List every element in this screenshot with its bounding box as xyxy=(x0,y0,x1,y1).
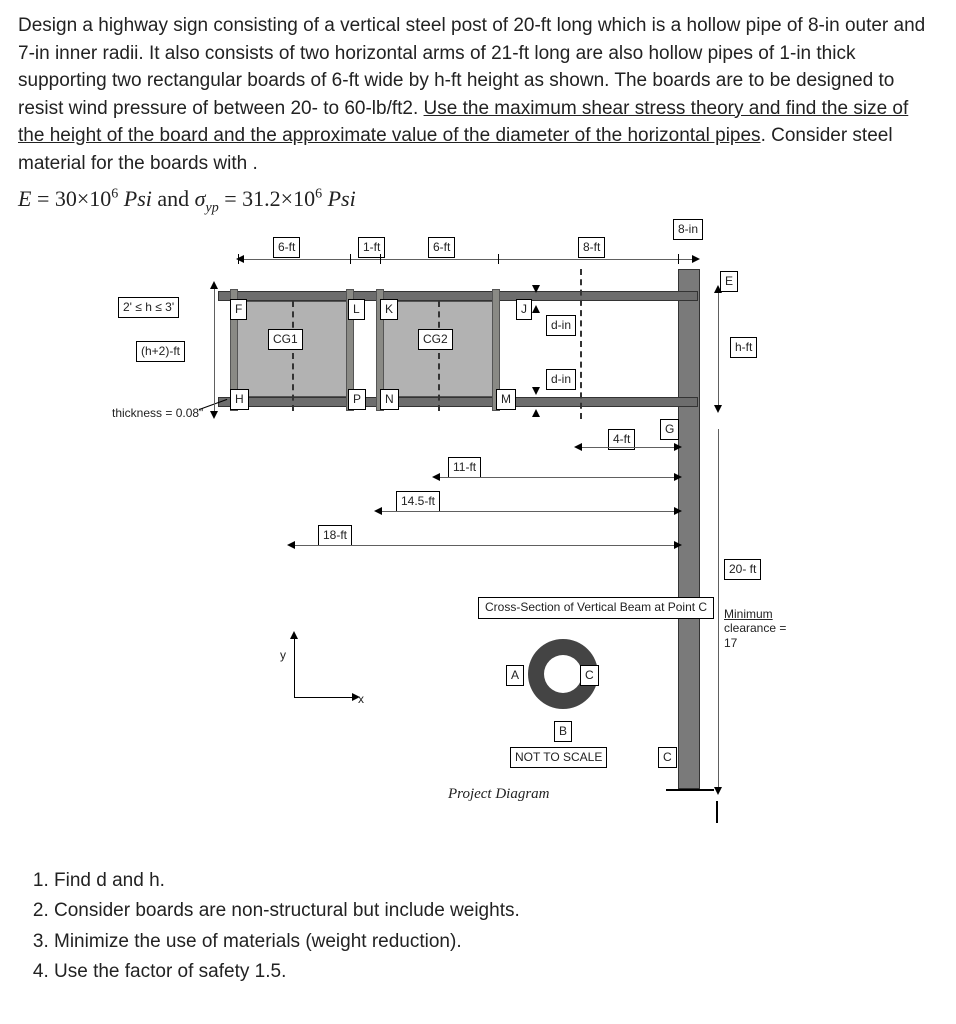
lower-arm xyxy=(218,397,698,407)
dim-h-ft: h-ft xyxy=(730,337,757,358)
dim-20ft: 20- ft xyxy=(724,559,761,580)
dim-min-clear: Minimumclearance =17 xyxy=(724,607,814,650)
pt-C-ring: C xyxy=(580,665,599,686)
dim-6ft-b: 6-ft xyxy=(428,237,455,258)
pt-F: F xyxy=(230,299,247,320)
task-4: Use the factor of safety 1.5. xyxy=(54,958,938,987)
dim-h-range: 2' ≤ h ≤ 3' xyxy=(118,297,179,318)
pt-G: G xyxy=(660,419,679,440)
cross-section-title: Cross-Section of Vertical Beam at Point … xyxy=(478,597,714,619)
dim-18ft: 18-ft xyxy=(318,525,352,546)
task-1: Find d and h. xyxy=(54,867,938,896)
pt-L: L xyxy=(348,299,365,320)
dim-6ft-a: 6-ft xyxy=(273,237,300,258)
text-cursor xyxy=(716,801,718,823)
dim-8ft: 8-ft xyxy=(578,237,605,258)
pt-E: E xyxy=(720,271,738,292)
pt-M: M xyxy=(496,389,516,410)
pt-H: H xyxy=(230,389,249,410)
pt-CG2: CG2 xyxy=(418,329,453,350)
pt-CG1: CG1 xyxy=(268,329,303,350)
dim-8in: 8-in xyxy=(673,219,703,240)
diagram-caption: Project Diagram xyxy=(448,784,550,806)
equation: E = 30×106 Psi and σyp = 31.2×106 Psi xyxy=(18,183,938,219)
pt-B: B xyxy=(554,721,572,742)
axis-x: x xyxy=(358,691,364,708)
task-2: Consider boards are non-structural but i… xyxy=(54,897,938,926)
upper-arm xyxy=(218,291,698,301)
dim-thickness: thickness = 0.08" xyxy=(112,405,203,422)
dim-d-in-2: d-in xyxy=(546,369,576,390)
pt-C-base: C xyxy=(658,747,677,768)
axis-y: y xyxy=(280,647,286,664)
vertical-post xyxy=(678,269,700,789)
dim-hplus2: (h+2)-ft xyxy=(136,341,185,362)
pt-N: N xyxy=(380,389,399,410)
dim-d-in-1: d-in xyxy=(546,315,576,336)
task-3: Minimize the use of materials (weight re… xyxy=(54,928,938,957)
project-diagram: 6-ft 1-ft 6-ft 8-ft 8-in E F L K J H P N… xyxy=(118,229,838,849)
dim-11ft: 11-ft xyxy=(448,457,481,478)
ring-inner xyxy=(544,655,582,693)
problem-statement: Design a highway sign consisting of a ve… xyxy=(18,12,938,177)
pt-P: P xyxy=(348,389,366,410)
pt-K: K xyxy=(380,299,398,320)
dim-1ft: 1-ft xyxy=(358,237,385,258)
task-list: Find d and h. Consider boards are non-st… xyxy=(54,867,938,987)
not-to-scale: NOT TO SCALE xyxy=(510,747,607,768)
pt-J: J xyxy=(516,299,532,320)
dim-14-5ft: 14.5-ft xyxy=(396,491,440,512)
pt-A: A xyxy=(506,665,524,686)
